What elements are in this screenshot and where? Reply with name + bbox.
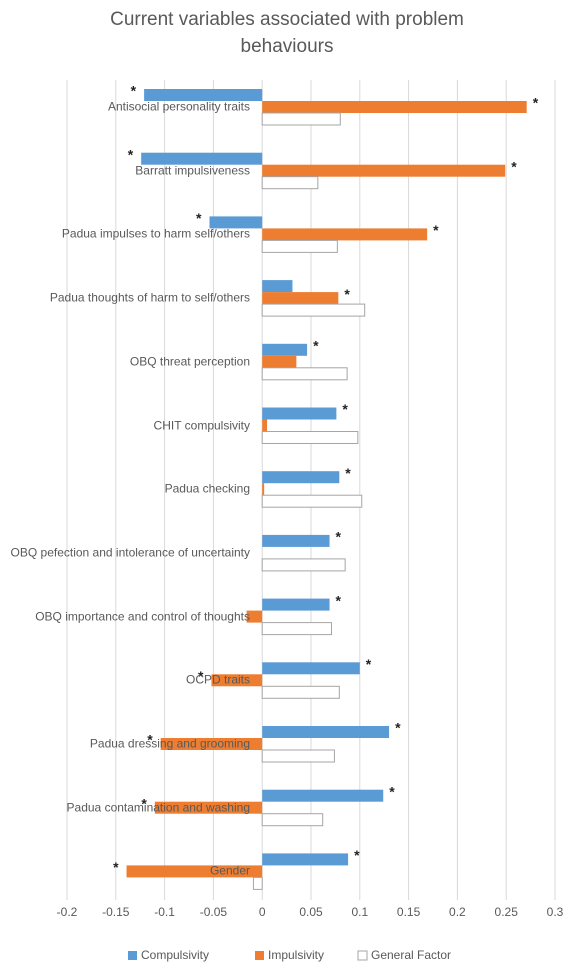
bar bbox=[261, 622, 332, 636]
bar bbox=[261, 494, 363, 508]
significance-marker: * bbox=[395, 720, 401, 736]
bar bbox=[211, 674, 263, 687]
bar bbox=[209, 216, 263, 229]
legend-swatch bbox=[357, 950, 368, 961]
bar bbox=[262, 483, 265, 496]
bar bbox=[262, 280, 293, 293]
bar bbox=[262, 853, 349, 866]
bar bbox=[261, 303, 366, 317]
significance-marker: * bbox=[141, 795, 147, 811]
category-label: Padua thoughts of harm to self/others bbox=[49, 290, 250, 305]
bar bbox=[262, 726, 390, 738]
category-label: Padua checking bbox=[164, 481, 250, 496]
category-label: CHIT compulsivity bbox=[153, 418, 250, 432]
bar bbox=[160, 738, 263, 750]
legend-label: Compulsivity bbox=[141, 948, 209, 962]
x-tick-label: 0.15 bbox=[397, 905, 421, 919]
x-tick-label: 0.2 bbox=[449, 905, 466, 919]
x-tick-label: 0.3 bbox=[547, 905, 564, 919]
legend-label: General Factor bbox=[371, 948, 451, 962]
bar bbox=[262, 598, 330, 611]
bar bbox=[261, 813, 324, 827]
category-label: Padua dressing and grooming bbox=[89, 736, 250, 751]
bar bbox=[261, 685, 340, 699]
significance-marker: * bbox=[354, 847, 360, 863]
x-tick-label: -0.2 bbox=[57, 905, 78, 919]
bar bbox=[262, 164, 506, 177]
bar bbox=[262, 101, 527, 113]
x-tick-label: 0.25 bbox=[495, 905, 519, 919]
bar bbox=[261, 431, 359, 444]
bar bbox=[261, 749, 335, 763]
x-tick-label: -0.1 bbox=[154, 905, 175, 919]
category-label: Padua impulses to harm self/others bbox=[61, 226, 250, 241]
bar bbox=[154, 801, 263, 814]
significance-marker: * bbox=[533, 95, 539, 111]
significance-marker: * bbox=[198, 668, 204, 684]
significance-marker: * bbox=[313, 338, 319, 354]
bar bbox=[262, 355, 297, 368]
x-tick-label: 0 bbox=[259, 905, 266, 919]
significance-marker: * bbox=[147, 732, 153, 748]
bar bbox=[261, 239, 338, 253]
x-tick-label: -0.15 bbox=[102, 905, 130, 919]
category-label: Padua contamination and washing bbox=[66, 800, 250, 815]
significance-marker: * bbox=[128, 146, 134, 162]
chart-title: Current variables associated with proble… bbox=[110, 9, 464, 57]
bar bbox=[261, 558, 346, 572]
category-label: OCPD traits bbox=[185, 672, 250, 687]
category-label: Barratt impulsiveness bbox=[135, 163, 250, 178]
bar bbox=[262, 662, 360, 675]
bar bbox=[261, 176, 319, 190]
significance-marker: * bbox=[389, 783, 395, 799]
significance-marker: * bbox=[336, 592, 342, 608]
x-tick-label: 0.1 bbox=[351, 905, 368, 919]
legend-swatch bbox=[128, 951, 137, 960]
bar bbox=[261, 112, 341, 126]
significance-marker: * bbox=[342, 401, 348, 417]
significance-marker: * bbox=[131, 83, 137, 99]
legend-swatch bbox=[255, 951, 264, 960]
legend-label: Impulsivity bbox=[268, 948, 324, 962]
x-tick-label: 0.05 bbox=[299, 905, 323, 919]
significance-marker: * bbox=[433, 222, 439, 238]
bar bbox=[262, 789, 384, 802]
significance-marker: * bbox=[113, 859, 119, 875]
significance-marker: * bbox=[511, 158, 517, 174]
category-label: OBQ importance and control of thoughts bbox=[35, 609, 250, 624]
bar bbox=[144, 89, 263, 101]
significance-marker: * bbox=[366, 656, 372, 672]
bar bbox=[261, 367, 348, 381]
bar bbox=[262, 343, 308, 356]
category-label: OBQ threat perception bbox=[129, 354, 250, 369]
significance-marker: * bbox=[196, 210, 202, 226]
bar bbox=[252, 876, 263, 890]
x-tick-label: -0.05 bbox=[200, 905, 228, 919]
significance-marker: * bbox=[344, 286, 350, 302]
bar bbox=[262, 228, 428, 241]
significance-marker: * bbox=[336, 529, 342, 545]
bar bbox=[262, 419, 268, 432]
bar bbox=[246, 610, 263, 623]
bar bbox=[126, 865, 263, 878]
significance-marker: * bbox=[345, 465, 351, 481]
bar bbox=[262, 407, 337, 420]
category-label: Gender bbox=[209, 863, 250, 878]
bar bbox=[262, 292, 339, 305]
bar bbox=[262, 534, 330, 547]
bar bbox=[262, 471, 340, 484]
category-label: Antisocial personality traits bbox=[107, 99, 250, 114]
category-label: OBQ pefection and intolerance of uncerta… bbox=[10, 545, 250, 560]
bar bbox=[141, 152, 263, 165]
